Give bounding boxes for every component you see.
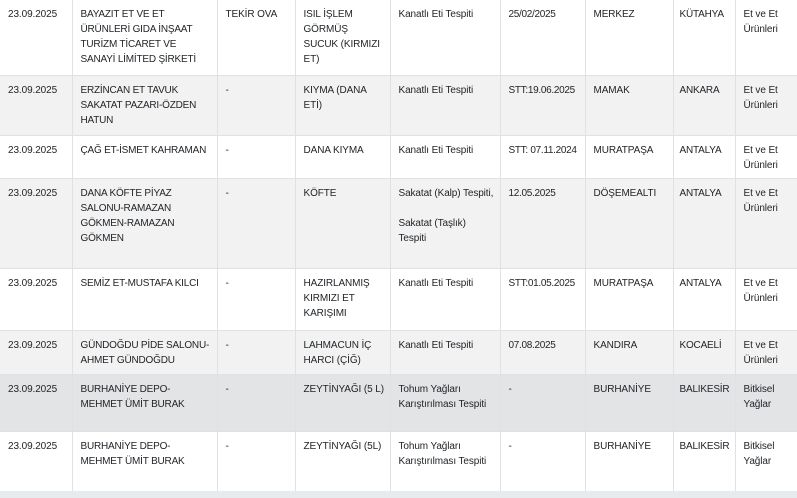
cell-brand: - xyxy=(217,178,296,269)
table-row: 23.09.2025 SEMİZ ET-MUSTAFA KILCI - HAZIRLA… xyxy=(0,268,797,331)
cell-district: MERKEZ xyxy=(585,0,674,76)
cell-lot-or-expiry-date: - xyxy=(500,374,586,432)
cell-adulteration-finding: Kanatlı Eti Tespiti xyxy=(390,135,501,179)
cell-lot-or-expiry-date: STT:19.06.2025 xyxy=(500,75,586,136)
cell-province: ANTALYA xyxy=(673,268,736,331)
cell-adulteration-finding: Sakatat (Kalp) Tespiti, Sakatat (Taşlık)… xyxy=(390,178,501,269)
page-background-strip xyxy=(0,491,797,498)
cell-district: DÖŞEMEALTI xyxy=(585,178,674,269)
cell-inspection-date: 23.09.2025 xyxy=(0,178,73,269)
cell-inspection-date: 23.09.2025 xyxy=(0,374,73,432)
cell-product-category: Et ve Et Ürünleri xyxy=(735,330,797,375)
cell-brand: - xyxy=(217,374,296,432)
cell-company-name: SEMİZ ET-MUSTAFA KILCI xyxy=(72,268,218,331)
cell-brand: - xyxy=(217,330,296,375)
cell-lot-or-expiry-date: 25/02/2025 xyxy=(500,0,586,76)
cell-brand: - xyxy=(217,75,296,136)
cell-district: BURHANİYE xyxy=(585,374,674,432)
cell-adulteration-finding: Tohum Yağları Karıştırılması Tespiti xyxy=(390,374,501,432)
cell-lot-or-expiry-date: - xyxy=(500,431,586,492)
cell-lot-or-expiry-date: STT:01.05.2025 xyxy=(500,268,586,331)
cell-inspection-date: 23.09.2025 xyxy=(0,75,73,136)
table-row: 23.09.2025 ERZİNCAN ET TAVUK SAKATAT PAZA… xyxy=(0,75,797,136)
cell-brand: - xyxy=(217,135,296,179)
cell-brand: TEKİR OVA xyxy=(217,0,296,76)
cell-inspection-date: 23.09.2025 xyxy=(0,268,73,331)
cell-company-name: DANA KÖFTE PİYAZ SALONU-RAMAZAN GÖKMEN-R… xyxy=(72,178,218,269)
cell-product-name: KÖFTE xyxy=(295,178,391,269)
cell-company-name: BURHANİYE DEPO-MEHMET ÜMİT BURAK xyxy=(72,374,218,432)
cell-adulteration-finding: Kanatlı Eti Tespiti xyxy=(390,330,501,375)
cell-adulteration-finding: Kanatlı Eti Tespiti xyxy=(390,0,501,76)
cell-lot-or-expiry-date: 07.08.2025 xyxy=(500,330,586,375)
cell-inspection-date: 23.09.2025 xyxy=(0,135,73,179)
table-row: 23.09.2025 BAYAZIT ET VE ET ÜRÜNLERİ GIDA… xyxy=(0,0,797,76)
cell-product-name: ZEYTİNYAĞI (5L) xyxy=(295,431,391,492)
cell-product-name: DANA KIYMA xyxy=(295,135,391,179)
cell-province: KÜTAHYA xyxy=(673,0,736,76)
cell-inspection-date: 23.09.2025 xyxy=(0,0,73,76)
cell-inspection-date: 23.09.2025 xyxy=(0,431,73,492)
table-row: 23.09.2025 GÜNDOĞDU PİDE SALONU-AHMET GÜN… xyxy=(0,330,797,375)
cell-brand: - xyxy=(217,268,296,331)
cell-brand: - xyxy=(217,431,296,492)
cell-district: MURATPAŞA xyxy=(585,268,674,331)
cell-product-category: Bitkisel Yağlar xyxy=(735,374,797,432)
cell-company-name: ERZİNCAN ET TAVUK SAKATAT PAZARI-ÖZDEN H… xyxy=(72,75,218,136)
cell-province: ANKARA xyxy=(673,75,736,136)
cell-product-name: HAZIRLANMIŞ KIRMIZI ET KARIŞIMI xyxy=(295,268,391,331)
cell-province: ANTALYA xyxy=(673,178,736,269)
cell-lot-or-expiry-date: STT: 07.11.2024 xyxy=(500,135,586,179)
cell-product-category: Et ve Et Ürünleri xyxy=(735,268,797,331)
cell-district: BURHANİYE xyxy=(585,431,674,492)
cell-district: MURATPAŞA xyxy=(585,135,674,179)
cell-district: MAMAK xyxy=(585,75,674,136)
table-row: 23.09.2025 BURHANİYE DEPO-MEHMET ÜMİT BUR… xyxy=(0,431,797,492)
cell-adulteration-finding: Kanatlı Eti Tespiti xyxy=(390,75,501,136)
cell-product-name: ZEYTİNYAĞI (5 L) xyxy=(295,374,391,432)
table-row: 23.09.2025 BURHANİYE DEPO-MEHMET ÜMİT BUR… xyxy=(0,374,797,432)
cell-product-category: Et ve Et Ürünleri xyxy=(735,75,797,136)
cell-district: KANDIRA xyxy=(585,330,674,375)
cell-product-category: Et ve Et Ürünleri xyxy=(735,135,797,179)
cell-product-category: Et ve Et Ürünleri xyxy=(735,0,797,76)
cell-adulteration-finding: Kanatlı Eti Tespiti xyxy=(390,268,501,331)
cell-product-name: LAHMACUN İÇ HARCI (ÇİĞ) xyxy=(295,330,391,375)
cell-company-name: BURHANİYE DEPO-MEHMET ÜMİT BURAK xyxy=(72,431,218,492)
cell-province: BALIKESİR xyxy=(673,431,736,492)
cell-province: ANTALYA xyxy=(673,135,736,179)
cell-company-name: ÇAĞ ET-İSMET KAHRAMAN xyxy=(72,135,218,179)
cell-company-name: GÜNDOĞDU PİDE SALONU-AHMET GÜNDOĞDU xyxy=(72,330,218,375)
cell-province: BALIKESİR xyxy=(673,374,736,432)
cell-product-category: Bitkisel Yağlar xyxy=(735,431,797,492)
cell-product-category: Et ve Et Ürünleri xyxy=(735,178,797,269)
table-row: 23.09.2025 ÇAĞ ET-İSMET KAHRAMAN - DANA KIY… xyxy=(0,135,797,179)
cell-product-name: KIYMA (DANA ETİ) xyxy=(295,75,391,136)
cell-inspection-date: 23.09.2025 xyxy=(0,330,73,375)
cell-province: KOCAELİ xyxy=(673,330,736,375)
table-row: 23.09.2025 DANA KÖFTE PİYAZ SALONU-RAMAZA… xyxy=(0,178,797,269)
cell-adulteration-finding: Tohum Yağları Karıştırılması Tespiti xyxy=(390,431,501,492)
cell-product-name: ISIL İŞLEM GÖRMÜŞ SUCUK (KIRMIZI ET) xyxy=(295,0,391,76)
cell-company-name: BAYAZIT ET VE ET ÜRÜNLERİ GIDA İNŞAAT TU… xyxy=(72,0,218,76)
cell-lot-or-expiry-date: 12.05.2025 xyxy=(500,178,586,269)
